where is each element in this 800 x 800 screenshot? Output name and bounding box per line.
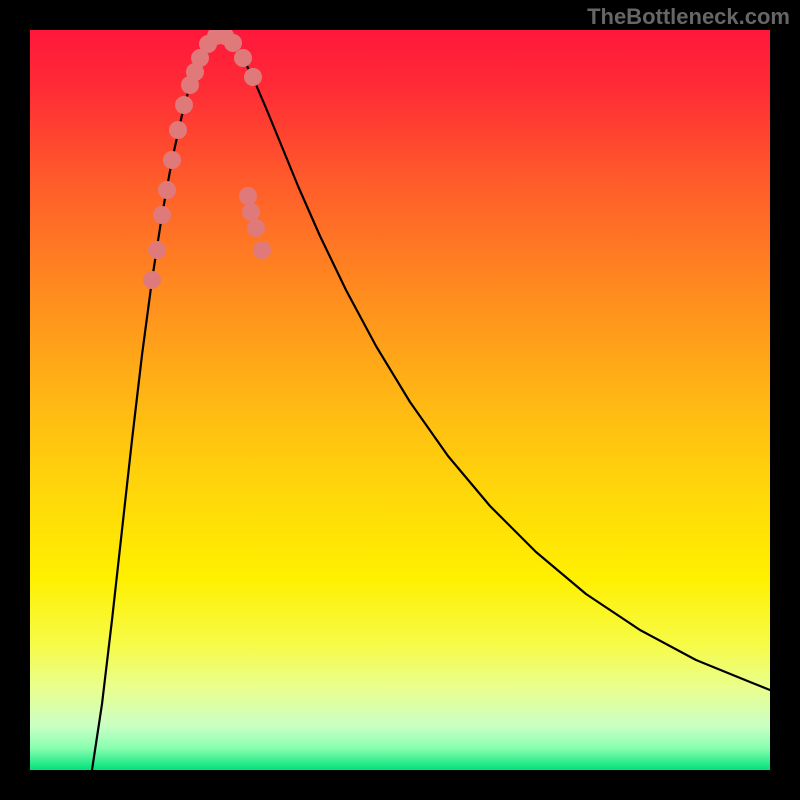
chart-container: TheBottleneck.com — [0, 0, 800, 800]
data-marker — [143, 271, 161, 289]
data-marker — [158, 181, 176, 199]
data-marker — [148, 241, 166, 259]
data-marker — [253, 241, 271, 259]
data-marker — [153, 206, 171, 224]
data-marker — [163, 151, 181, 169]
data-marker — [242, 203, 260, 221]
watermark-text: TheBottleneck.com — [587, 4, 790, 30]
bottleneck-chart — [0, 0, 800, 800]
data-marker — [224, 34, 242, 52]
data-marker — [247, 219, 265, 237]
plot-background — [30, 30, 770, 770]
data-marker — [244, 68, 262, 86]
data-marker — [175, 96, 193, 114]
data-marker — [234, 49, 252, 67]
data-marker — [169, 121, 187, 139]
data-marker — [239, 187, 257, 205]
